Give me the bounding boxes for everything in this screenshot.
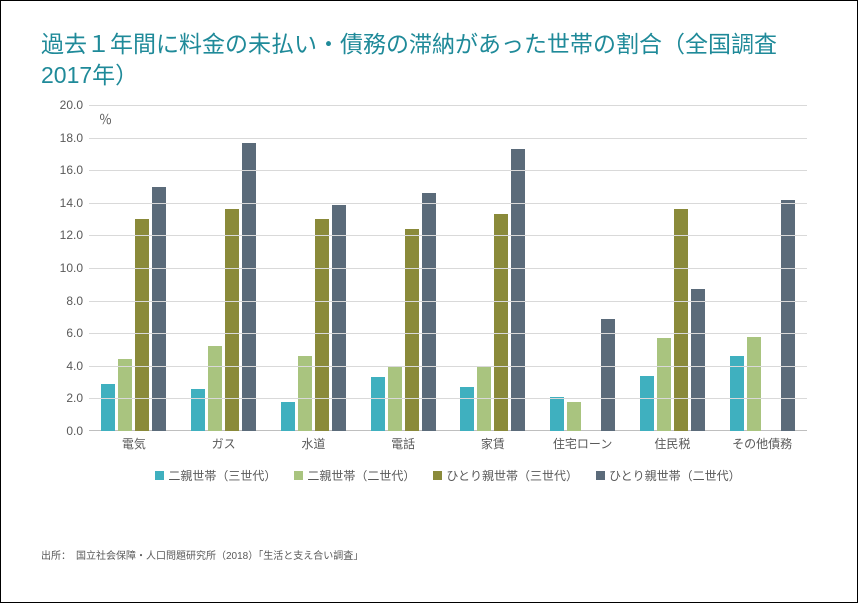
x-label: 電気 [89,435,179,452]
bar [422,193,436,431]
y-tick-label: 20.0 [60,98,89,112]
bar [657,338,671,431]
grid-line [89,203,807,204]
y-tick-label: 4.0 [66,359,89,373]
legend-swatch [155,471,164,480]
y-tick-label: 2.0 [66,391,89,405]
y-tick-label: 10.0 [60,261,89,275]
legend-swatch [596,471,605,480]
bar [601,319,615,431]
x-label: 住宅ローン [538,435,628,452]
bar [118,359,132,431]
y-tick-label: 18.0 [60,131,89,145]
bar [298,356,312,431]
grid-line [89,366,807,367]
page-title: 過去１年間に料金の未払い・債務の滞納があった世帯の割合（全国調査 2017年） [41,29,817,91]
bar [191,389,205,431]
legend-swatch [294,471,303,480]
legend-swatch [433,471,442,480]
grid-line [89,138,807,139]
bar [511,149,525,431]
grid-line [89,398,807,399]
bar [460,387,474,431]
y-tick-label: 6.0 [66,326,89,340]
bar [101,384,115,431]
bar [781,200,795,431]
legend-label: ひとり親世帯（二世代） [609,467,741,484]
bar [567,402,581,431]
grid-line [89,105,807,106]
grid-line [89,235,807,236]
bar [550,397,564,431]
bar [405,229,419,431]
bar [730,356,744,431]
x-labels: 電気ガス水道電話家賃住宅ローン住民税その他債務 [89,435,807,452]
legend-item: 二親世帯（二世代） [294,467,415,484]
y-tick-label: 16.0 [60,163,89,177]
bar [747,337,761,432]
bar [371,377,385,431]
plot-area: 0.02.04.06.08.010.012.014.016.018.020.0 [89,105,807,431]
bar [640,376,654,431]
legend: 二親世帯（三世代） 二親世帯（二世代） ひとり親世帯（三世代） ひとり親世帯（二世代） [89,467,807,484]
bar [691,289,705,431]
page: 過去１年間に料金の未払い・債務の滞納があった世帯の割合（全国調査 2017年） … [0,0,858,603]
legend-label: 二親世帯（二世代） [307,467,415,484]
legend-item: 二親世帯（三世代） [155,467,276,484]
bar [332,205,346,432]
x-label: 電話 [358,435,448,452]
grid-line [89,170,807,171]
source-note: 出所： 国立社会保障・人口問題研究所（2018）「生活と支え合い調査」 [41,547,363,562]
y-tick-label: 14.0 [60,196,89,210]
x-label: 水道 [269,435,359,452]
y-tick-label: 8.0 [66,294,89,308]
grid-line [89,333,807,334]
legend-item: ひとり親世帯（三世代） [433,467,578,484]
legend-item: ひとり親世帯（二世代） [596,467,741,484]
y-tick-label: 12.0 [60,228,89,242]
bar [152,187,166,432]
bar [208,346,222,431]
x-label: ガス [179,435,269,452]
bar [242,143,256,432]
grid-line [89,301,807,302]
x-label: その他債務 [717,435,807,452]
x-label: 住民税 [628,435,718,452]
legend-label: 二親世帯（三世代） [168,467,276,484]
x-label: 家賃 [448,435,538,452]
y-tick-label: 0.0 [66,424,89,438]
grid-line [89,268,807,269]
chart: ％ 0.02.04.06.08.010.012.014.016.018.020.… [49,101,807,486]
bar [281,402,295,431]
legend-label: ひとり親世帯（三世代） [446,467,578,484]
